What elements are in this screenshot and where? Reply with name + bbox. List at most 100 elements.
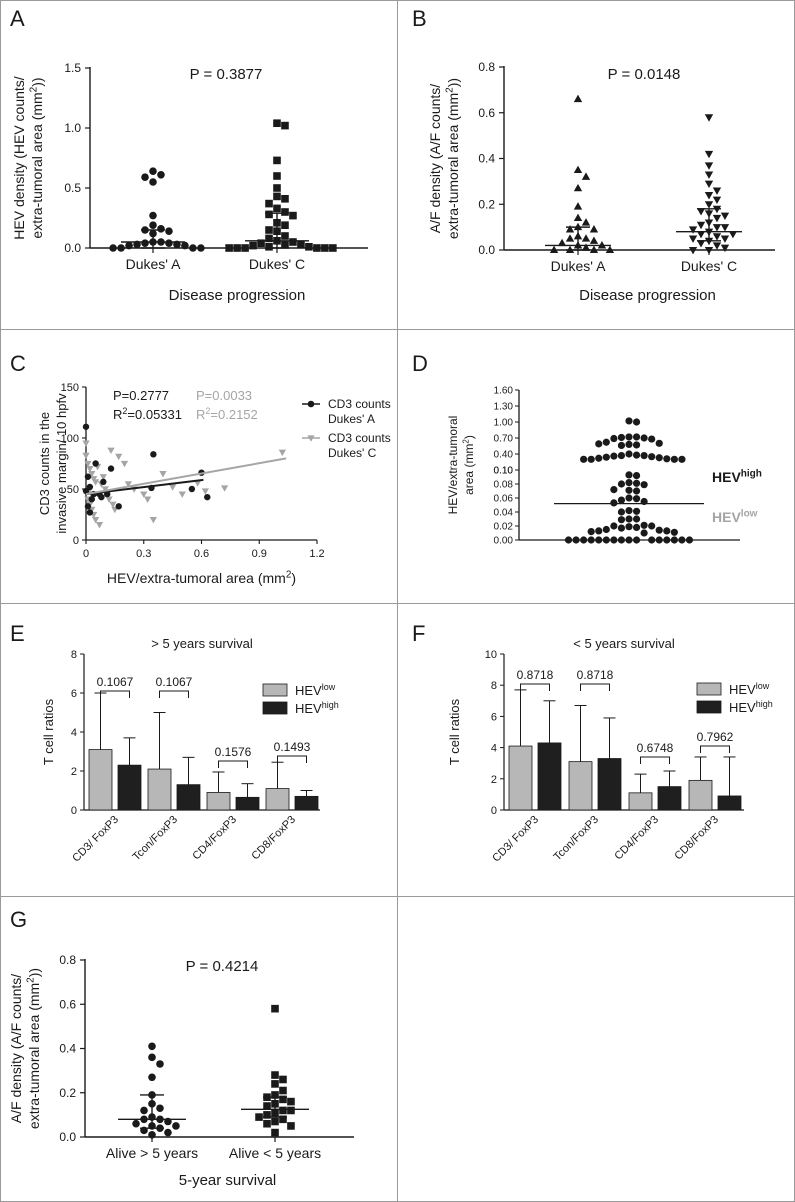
legend-text-C-0-1: Dukes' A — [328, 412, 375, 426]
data-point-C-1-32 — [201, 488, 209, 495]
y-tick-label-A-1: 0.5 — [64, 181, 81, 195]
bar-F-1-2 — [657, 786, 682, 811]
y-tick-label-F-4: 8 — [491, 680, 497, 692]
data-point-G-1-5 — [271, 1091, 279, 1099]
y-tick-label-C-3: 150 — [61, 382, 79, 394]
data-point-C-1-21 — [115, 453, 123, 461]
data-point-D-70 — [587, 536, 595, 544]
y-tick-label-G-1: 0.2 — [59, 1086, 76, 1100]
y-axis-label-E: T cell ratios — [41, 698, 56, 765]
data-point-D-76 — [564, 536, 573, 544]
data-point-B-0-6 — [581, 218, 591, 226]
x-axis-label-A: Disease progression — [169, 287, 306, 304]
data-point-D-21 — [655, 454, 663, 462]
data-point-D-74 — [572, 536, 580, 544]
x-axis-label-G: 5-year survival — [179, 1172, 277, 1189]
y-tick-label-E-2: 4 — [71, 727, 77, 739]
label-hev-low-D-part-0: HEV — [712, 509, 741, 525]
data-point-C-1-36 — [99, 474, 107, 481]
data-point-D-24 — [587, 455, 595, 463]
y-tick-label-F-0: 0 — [491, 805, 497, 817]
x-tick-label-A-1: Dukes' C — [249, 256, 305, 272]
y-axis-label-A-1-part-2: )) — [29, 77, 45, 86]
p-value-F-0: 0.8718 — [517, 668, 554, 682]
data-point-D-30 — [625, 479, 633, 487]
data-point-A-1-13 — [281, 221, 289, 229]
data-point-D-29 — [632, 472, 641, 480]
data-point-D-27 — [678, 455, 686, 463]
bar-F-0-1 — [568, 761, 593, 811]
x-tick-label-B-0: Dukes' A — [551, 258, 606, 274]
data-point-C-1-27 — [149, 516, 158, 524]
y-tick-label-lower-D-4: 0.08 — [494, 480, 514, 491]
data-point-D-20 — [602, 453, 610, 461]
p-bracket-F-1 — [580, 683, 610, 691]
y-tick-label-lower-D-1: 0.02 — [494, 522, 514, 533]
data-point-B-0-19 — [589, 245, 599, 254]
legend-swatch-E-1 — [262, 701, 288, 715]
x-tick-label-C-2: 0.6 — [194, 548, 209, 560]
data-point-D-35 — [625, 486, 633, 494]
data-point-D-10 — [595, 440, 603, 448]
panel-label-E: E — [10, 621, 25, 646]
x-tick-label-G-1: Alive < 5 years — [229, 1145, 321, 1161]
data-point-D-51 — [625, 523, 633, 531]
data-point-C-1-34 — [278, 449, 286, 457]
data-point-D-62 — [632, 536, 641, 544]
data-point-A-1-22 — [297, 240, 305, 249]
panel-G: G P = 0.4214 0.0 0.2 0.4 0.6 0.8 A/F density (A… — [8, 907, 354, 1189]
legend-text-F-1-part-0: HEV — [729, 700, 756, 715]
data-point-G-1-0 — [271, 1004, 279, 1013]
data-point-G-1-17 — [271, 1117, 279, 1126]
x-tick-label-G-0: Alive > 5 years — [106, 1145, 198, 1161]
data-point-B-1-26 — [696, 240, 706, 248]
data-point-D-14 — [625, 450, 633, 458]
data-point-A-0-5 — [149, 221, 157, 229]
data-point-B-0-21 — [605, 245, 615, 254]
data-point-B-1-24 — [688, 235, 698, 243]
legend-text-F-1-part-1: high — [756, 699, 773, 709]
y-axis-label-D-1-part-0: area (mm — [462, 444, 476, 495]
data-point-G-0-12 — [132, 1119, 140, 1128]
bar-E-0-2 — [206, 792, 231, 811]
bar-F-0-2 — [628, 792, 653, 811]
x-tick-label-C-3: 0.9 — [252, 548, 267, 560]
data-point-A-1-9 — [281, 208, 289, 216]
legend-text-F-0-part-1: low — [756, 681, 770, 691]
data-point-D-34 — [610, 486, 618, 494]
data-point-D-37 — [625, 494, 633, 502]
data-point-G-1-14 — [263, 1111, 271, 1119]
y-tick-label-G-4: 0.8 — [59, 953, 76, 967]
data-point-B-0-11 — [581, 234, 591, 242]
y-axis-label-D-0: HEV/extra-tumoral — [446, 416, 460, 515]
data-point-D-1 — [632, 418, 641, 426]
data-point-C-0-8 — [100, 478, 107, 486]
data-point-B-0-13 — [589, 236, 599, 244]
data-point-A-0-3 — [149, 178, 157, 186]
y-tick-label-upper-D-3: 1.00 — [494, 418, 514, 429]
data-point-B-0-14 — [557, 238, 567, 247]
y-tick-label-B-3: 0.6 — [478, 106, 495, 120]
data-point-D-9 — [655, 439, 663, 447]
data-point-C-1-22 — [120, 460, 129, 468]
data-point-D-19 — [648, 453, 656, 461]
data-point-C-0-18 — [204, 493, 211, 501]
stat-r2-C-0-part-0: R — [113, 407, 122, 422]
y-axis-label-C-1: invasive margin/ 10 hpfv — [54, 393, 69, 534]
data-point-C-1-0 — [82, 440, 90, 447]
x-tick-label-C-1: 0.3 — [136, 548, 151, 560]
data-point-A-1-27 — [313, 244, 321, 252]
data-point-B-0-20 — [549, 245, 559, 254]
data-point-B-1-13 — [712, 214, 722, 223]
bar-F-1-3 — [717, 795, 742, 811]
data-point-D-67 — [655, 536, 663, 544]
data-point-B-1-30 — [688, 246, 698, 255]
stat-r2-C-1-part-1: 2 — [205, 406, 210, 416]
legend-text-F-1: HEVhigh — [729, 699, 773, 715]
data-point-A-1-11 — [289, 211, 297, 220]
data-point-A-0-16 — [125, 241, 133, 250]
y-tick-label-A-2: 1.0 — [64, 121, 81, 135]
data-point-A-0-4 — [149, 211, 157, 220]
data-point-B-1-27 — [712, 242, 722, 250]
p-bracket-E-1 — [159, 690, 189, 698]
